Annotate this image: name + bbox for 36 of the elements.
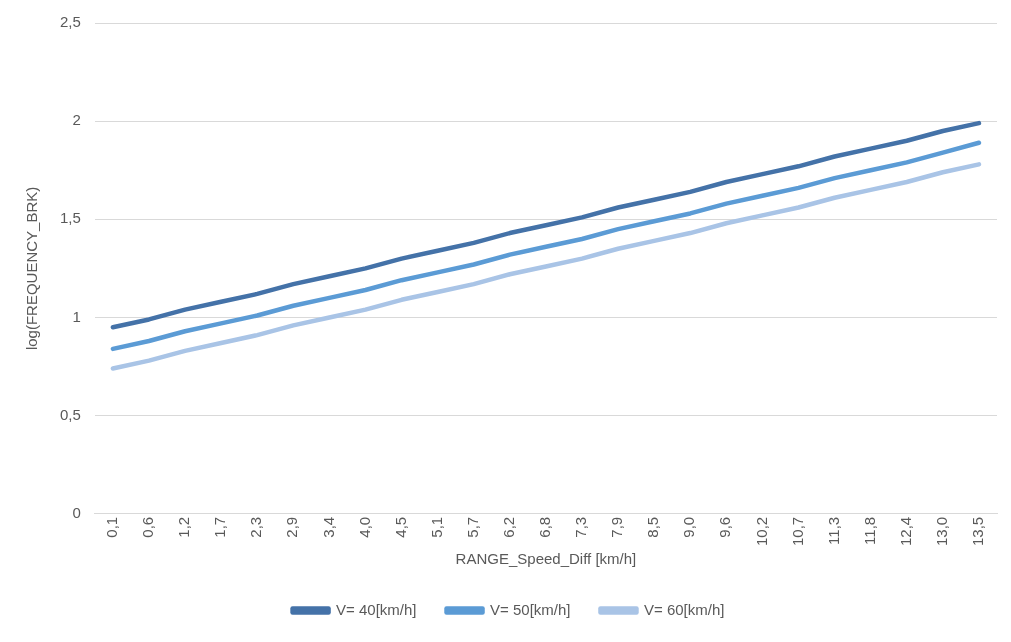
x-tick-label: 9,0 bbox=[680, 516, 698, 538]
x-tick-label: 5,7 bbox=[463, 516, 481, 538]
x-tick-label: 4,5 bbox=[391, 516, 409, 538]
y-tick-label: 2 bbox=[72, 111, 81, 129]
y-tick-label: 1,5 bbox=[59, 209, 81, 227]
x-tick-label: 0,1 bbox=[103, 516, 121, 538]
x-tick-label: 9,6 bbox=[716, 516, 734, 538]
x-tick-label: 4,0 bbox=[355, 516, 373, 538]
x-tick-label: 2,9 bbox=[283, 516, 301, 538]
legend-label: V= 60[km/h] bbox=[643, 600, 725, 618]
y-tick-label: 1 bbox=[72, 307, 81, 325]
x-tick-label: 6,2 bbox=[499, 516, 517, 538]
x-tick-label: 1,2 bbox=[175, 516, 193, 538]
x-tick-label: 11,8 bbox=[860, 516, 878, 545]
x-tick-label: 1,7 bbox=[211, 516, 229, 538]
x-tick-label: 6,8 bbox=[536, 516, 554, 538]
x-tick-label: 7,3 bbox=[572, 516, 590, 538]
x-tick-label: 3,4 bbox=[319, 516, 337, 538]
legend-label: V= 50[km/h] bbox=[490, 600, 571, 618]
x-axis-title: RANGE_Speed_Diff [km/h] bbox=[455, 550, 637, 568]
x-tick-label: 10,2 bbox=[752, 516, 770, 547]
x-tick-label: 13,5 bbox=[969, 516, 987, 547]
x-tick-label: 10,7 bbox=[788, 516, 806, 547]
x-tick-label: 7,9 bbox=[608, 516, 626, 538]
x-tick-label: 0,6 bbox=[139, 516, 157, 538]
y-tick-label: 0 bbox=[72, 503, 81, 521]
x-tick-label: 5,1 bbox=[427, 516, 445, 538]
y-tick-label: 0,5 bbox=[59, 405, 81, 423]
y-tick-label: 2,5 bbox=[59, 13, 81, 31]
x-tick-label: 12,4 bbox=[896, 516, 914, 547]
x-tick-label: 11,3 bbox=[824, 516, 842, 545]
x-tick-label: 2,3 bbox=[247, 516, 265, 538]
x-tick-label: 13,0 bbox=[933, 516, 951, 547]
y-axis-title: log(FREQUENCY_BRK) bbox=[23, 186, 41, 351]
x-tick-label: 8,5 bbox=[644, 516, 662, 538]
legend-label: V= 40[km/h] bbox=[336, 600, 417, 618]
